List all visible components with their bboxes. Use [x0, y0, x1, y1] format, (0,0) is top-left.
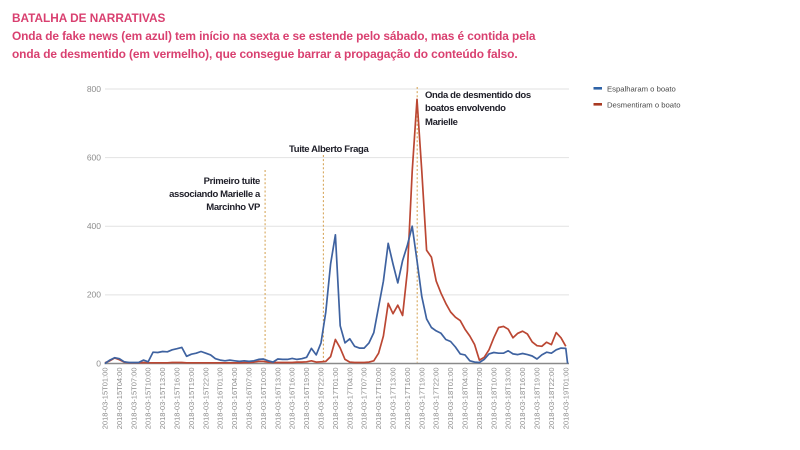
- svg-text:2018-03-17T01:00: 2018-03-17T01:00: [331, 368, 340, 430]
- svg-text:2018-03-17T10:00: 2018-03-17T10:00: [374, 368, 383, 430]
- svg-text:2018-03-18T10:00: 2018-03-18T10:00: [489, 368, 498, 430]
- svg-text:600: 600: [87, 152, 101, 162]
- svg-text:2018-03-16T13:00: 2018-03-16T13:00: [273, 368, 282, 430]
- svg-text:2018-03-17T22:00: 2018-03-17T22:00: [432, 368, 441, 430]
- svg-text:2018-03-15T16:00: 2018-03-15T16:00: [173, 368, 182, 430]
- svg-text:2018-03-18T07:00: 2018-03-18T07:00: [475, 368, 484, 430]
- svg-text:2018-03-15T10:00: 2018-03-15T10:00: [144, 368, 153, 430]
- svg-text:2018-03-17T07:00: 2018-03-17T07:00: [360, 368, 369, 430]
- svg-text:Desmentiram o boato: Desmentiram o boato: [607, 100, 681, 109]
- svg-text:2018-03-18T04:00: 2018-03-18T04:00: [461, 368, 470, 430]
- svg-text:2018-03-16T22:00: 2018-03-16T22:00: [317, 368, 326, 430]
- svg-text:2018-03-15T07:00: 2018-03-15T07:00: [129, 368, 138, 430]
- svg-text:2018-03-16T04:00: 2018-03-16T04:00: [230, 368, 239, 430]
- svg-text:2018-03-16T10:00: 2018-03-16T10:00: [259, 368, 268, 430]
- svg-text:2018-03-17T04:00: 2018-03-17T04:00: [345, 368, 354, 430]
- svg-text:2018-03-15T22:00: 2018-03-15T22:00: [201, 368, 210, 430]
- svg-text:2018-03-17T16:00: 2018-03-17T16:00: [403, 368, 412, 430]
- svg-text:2018-03-19T01:00: 2018-03-19T01:00: [561, 368, 570, 430]
- svg-text:2018-03-15T04:00: 2018-03-15T04:00: [115, 368, 124, 430]
- svg-text:2018-03-18T13:00: 2018-03-18T13:00: [504, 368, 513, 430]
- svg-text:400: 400: [87, 221, 101, 231]
- svg-text:Espalharam o boato: Espalharam o boato: [607, 84, 676, 93]
- svg-text:200: 200: [87, 290, 101, 300]
- svg-text:2018-03-17T13:00: 2018-03-17T13:00: [389, 368, 398, 430]
- svg-text:2018-03-15T19:00: 2018-03-15T19:00: [187, 368, 196, 430]
- svg-text:2018-03-15T13:00: 2018-03-15T13:00: [158, 368, 167, 430]
- svg-text:2018-03-16T01:00: 2018-03-16T01:00: [216, 368, 225, 430]
- svg-text:2018-03-18T19:00: 2018-03-18T19:00: [533, 368, 542, 430]
- svg-text:2018-03-18T22:00: 2018-03-18T22:00: [547, 368, 556, 430]
- svg-text:2018-03-18T16:00: 2018-03-18T16:00: [518, 368, 527, 430]
- svg-text:800: 800: [87, 84, 101, 94]
- svg-text:2018-03-16T19:00: 2018-03-16T19:00: [302, 368, 311, 430]
- svg-text:0: 0: [96, 358, 101, 368]
- svg-text:2018-03-18T01:00: 2018-03-18T01:00: [446, 368, 455, 430]
- svg-text:2018-03-16T07:00: 2018-03-16T07:00: [245, 368, 254, 430]
- svg-text:2018-03-17T19:00: 2018-03-17T19:00: [417, 368, 426, 430]
- svg-text:2018-03-16T16:00: 2018-03-16T16:00: [288, 368, 297, 430]
- svg-text:2018-03-15T01:00: 2018-03-15T01:00: [101, 368, 110, 430]
